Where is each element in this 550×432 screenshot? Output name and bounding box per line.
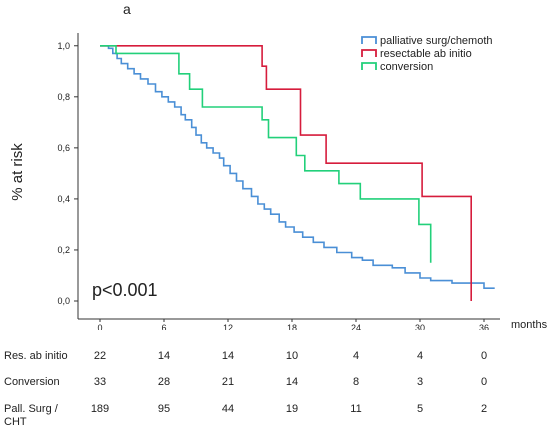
risk-cell: 189 [90, 403, 110, 415]
risk-cell: 33 [93, 376, 107, 388]
y-tick-label: 0,8 [57, 92, 70, 102]
legend-swatch [361, 49, 377, 57]
series-lines [100, 45, 495, 301]
y-ticks: 0,0 0,2 0,4 0,6 0,8 1,0 [57, 41, 78, 306]
risk-cell: 8 [352, 376, 360, 388]
x-axis-label: months [511, 319, 548, 330]
risk-cell: 0 [480, 376, 488, 388]
y-tick-label: 0,4 [57, 194, 70, 204]
risk-cell: 4 [352, 350, 360, 362]
risk-cell: 95 [157, 403, 171, 415]
y-axis-label: % at risk [9, 143, 26, 201]
legend-swatch [361, 62, 377, 70]
risk-cell: 14 [157, 350, 171, 362]
x-tick-label: 24 [351, 323, 361, 330]
risk-row-label: Res. ab initio [4, 350, 68, 362]
km-chart: a % at risk months p<0.001 0,00,20,40,60… [9, 1, 548, 330]
series-line [100, 45, 495, 289]
risk-cell: 14 [285, 376, 299, 388]
p-value-annotation: p<0.001 [92, 280, 158, 300]
series-line [100, 45, 472, 301]
risk-row-label: Pall. Surg / CHT [4, 403, 58, 428]
y-tick-label: 0,2 [57, 245, 70, 255]
x-ticks: 0 6 12 18 24 30 36 [97, 319, 489, 330]
risk-cell: 3 [416, 376, 424, 388]
x-tick-label: 18 [287, 323, 297, 330]
panel-label: a [123, 1, 131, 17]
risk-cell: 10 [285, 350, 299, 362]
y-tick-label: 0,0 [57, 296, 70, 306]
risk-cell: 21 [221, 376, 235, 388]
risk-row-label: Conversion [4, 376, 60, 388]
y-tick-label: 0,6 [57, 143, 70, 153]
risk-cell: 14 [221, 350, 235, 362]
legend-swatch [361, 36, 377, 44]
risk-cell: 28 [157, 376, 171, 388]
risk-cell: 4 [416, 350, 424, 362]
series-line [100, 45, 432, 263]
risk-cell: 2 [480, 403, 488, 415]
x-tick-label: 12 [223, 323, 233, 330]
y-tick-label: 1,0 [57, 41, 70, 51]
legend-label: conversion [380, 61, 433, 73]
risk-cell: 19 [285, 403, 299, 415]
risk-cell: 44 [221, 403, 235, 415]
legend-label: palliative surg/chemoth [380, 35, 493, 47]
x-tick-label: 0 [97, 323, 102, 330]
x-tick-label: 6 [161, 323, 166, 330]
risk-cell: 0 [480, 350, 488, 362]
x-tick-label: 30 [415, 323, 425, 330]
risk-cell: 5 [416, 403, 424, 415]
risk-cell: 22 [93, 350, 107, 362]
x-tick-label: 36 [479, 323, 489, 330]
legend-label: resectable ab initio [380, 48, 472, 60]
risk-cell: 11 [350, 403, 362, 415]
